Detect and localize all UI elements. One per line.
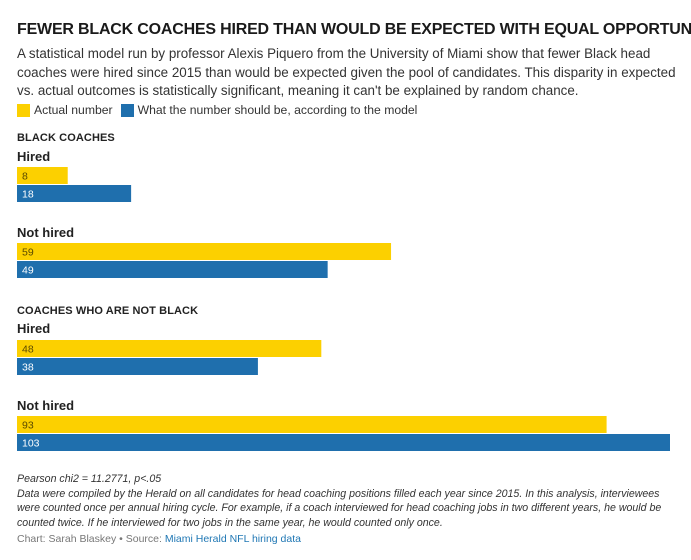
bar-g0-c1-actual bbox=[17, 243, 392, 260]
footnote: Pearson chi2 = 11.2771, p<.05 Data were … bbox=[17, 472, 677, 530]
bar-label-g1-c0-actual: 48 bbox=[22, 344, 34, 356]
category-label-not-black-hired: Hired bbox=[17, 321, 51, 336]
bar-label-g0-c0-actual: 8 bbox=[22, 171, 28, 183]
legend-swatch-expected bbox=[120, 103, 134, 117]
bar-g0-c1-expected bbox=[17, 261, 328, 278]
bar-g1-c1-actual bbox=[17, 416, 607, 433]
legend-swatch-actual bbox=[17, 103, 30, 117]
category-label-black-not-hired: Not hired bbox=[17, 225, 75, 240]
bar-g1-c1-expected bbox=[17, 434, 670, 451]
bar-label-g1-c1-expected: 103 bbox=[22, 438, 40, 450]
bar-g1-c0-actual bbox=[17, 340, 322, 357]
legend-item-expected: What the number should be, according to … bbox=[120, 103, 418, 117]
credit-prefix: Chart: Sarah Blaskey • Source: bbox=[17, 533, 165, 545]
bar-label-g0-c0-expected: 18 bbox=[22, 189, 34, 201]
bar-g1-c0-expected bbox=[17, 358, 258, 375]
footnote-stat: Pearson chi2 = 11.2771, p<.05 bbox=[17, 473, 162, 485]
bar-label-g1-c1-actual: 93 bbox=[22, 420, 34, 432]
bar-label-g0-c1-expected: 49 bbox=[22, 265, 34, 277]
chart-title: FEWER BLACK COACHES HIRED THAN WOULD BE … bbox=[17, 21, 691, 38]
bar-label-g0-c1-actual: 59 bbox=[22, 247, 34, 259]
bar-g0-c0-expected bbox=[17, 185, 132, 202]
category-label-black-hired: Hired bbox=[17, 149, 51, 164]
group-label-black: BLACK COACHES bbox=[17, 132, 115, 144]
source-link[interactable]: Miami Herald NFL hiring data bbox=[164, 533, 301, 545]
category-label-not-black-not-hired: Not hired bbox=[17, 398, 75, 413]
footnote-text: Data were compiled by the Herald on all … bbox=[17, 487, 662, 529]
legend-label-expected: What the number should be, according to … bbox=[137, 103, 418, 117]
legend-label-actual: Actual number bbox=[34, 103, 113, 117]
group-label-not-black: COACHES WHO ARE NOT BLACK bbox=[17, 305, 199, 317]
bar-g0-c0-actual bbox=[17, 167, 68, 184]
legend-item-actual: Actual number bbox=[17, 103, 113, 117]
source-credit: Chart: Sarah Blaskey • Source: Miami Her… bbox=[17, 533, 301, 545]
legend: Actual number What the number should be,… bbox=[17, 103, 425, 117]
chart-subtitle: A statistical model run by professor Ale… bbox=[17, 46, 676, 98]
bar-label-g1-c0-expected: 38 bbox=[22, 362, 34, 374]
